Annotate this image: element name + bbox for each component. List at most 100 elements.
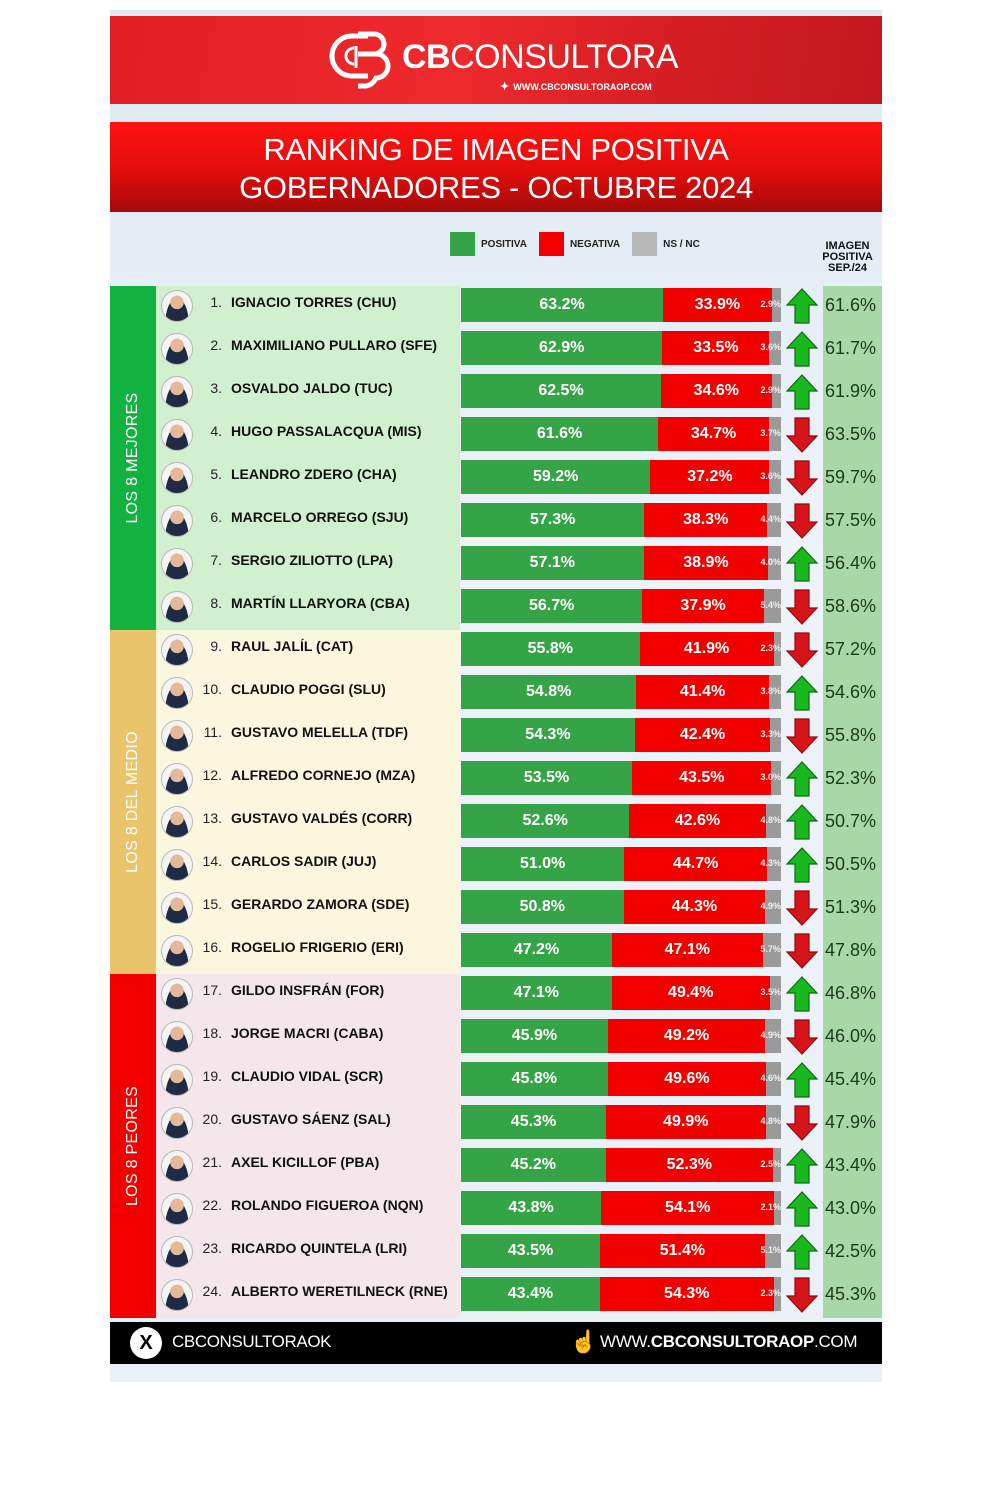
nsnc-value: 4.8% xyxy=(760,815,781,825)
bar-negative: 41.9% xyxy=(639,632,774,666)
avatar xyxy=(161,1021,193,1053)
arrow-down-icon xyxy=(786,503,818,539)
bar-nsnc: 3.8% xyxy=(760,675,781,709)
avatar xyxy=(161,505,193,537)
hand-pointer-icon: ☝ xyxy=(570,1329,598,1354)
rank-number: 18. xyxy=(202,1025,222,1041)
bar-negative: 34.7% xyxy=(658,417,770,451)
sep-cell xyxy=(823,501,882,544)
footer-url-bold: CBCONSULTORAOP xyxy=(650,1332,815,1351)
bar-negative: 38.9% xyxy=(643,546,769,580)
arrow-up-icon xyxy=(786,761,818,797)
rank-number: 22. xyxy=(202,1197,222,1213)
rank-number: 5. xyxy=(210,466,222,482)
nsnc-value: 3.3% xyxy=(760,729,781,739)
nsnc-value: 4.9% xyxy=(760,901,781,911)
arrow-down-icon xyxy=(786,1105,818,1141)
legend-label-positiva: POSITIVA xyxy=(481,238,527,250)
sep-value: 47.8% xyxy=(825,940,877,960)
footer-url-link[interactable]: WWW.CBCONSULTORAOP.COM xyxy=(600,1332,858,1352)
stacked-bar: 55.8% 41.9% 2.3% xyxy=(461,632,781,666)
governor-name: AXEL KICILLOF (PBA) xyxy=(231,1154,380,1170)
stacked-bar: 53.5% 43.5% 3.0% xyxy=(461,761,781,795)
nsnc-value: 3.7% xyxy=(760,428,781,438)
x-logo-icon[interactable]: X xyxy=(130,1327,162,1359)
arrow-down-icon xyxy=(786,589,818,625)
footer-url-suffix: .COM xyxy=(814,1332,858,1351)
bar-positive: 45.2% xyxy=(461,1148,606,1182)
brand-url-text: WWW.CBCONSULTORAOP.COM xyxy=(513,81,652,92)
bar-nsnc: 5.1% xyxy=(760,1234,781,1268)
nsnc-value: 4.0% xyxy=(760,557,781,567)
bar-negative: 37.2% xyxy=(650,460,770,494)
arrow-down-icon xyxy=(786,417,818,453)
bar-positive: 59.2% xyxy=(461,460,651,494)
nsnc-value: 5.1% xyxy=(760,1245,781,1255)
table-row: 22. ROLANDO FIGUEROA (NQN) 43.8% 54.1% 2.1% 4… xyxy=(110,1189,882,1232)
stacked-bar: 52.6% 42.6% 4.8% xyxy=(461,804,781,838)
bar-nsnc: 2.3% xyxy=(760,1277,781,1311)
sep-cell xyxy=(823,544,882,587)
bar-positive: 43.4% xyxy=(461,1277,600,1311)
rank-number: 23. xyxy=(202,1240,222,1256)
table-row: 19. CLAUDIO VIDAL (SCR) 45.8% 49.6% 4.6% 45.4… xyxy=(110,1060,882,1103)
sep-cell xyxy=(823,1275,882,1318)
x-handle[interactable]: CBCONSULTORAOK xyxy=(172,1332,332,1351)
table-row: 15. GERARDO ZAMORA (SDE) 50.8% 44.3% 4.9% 51.… xyxy=(110,888,882,931)
bar-negative: 52.3% xyxy=(605,1148,773,1182)
governor-name: IGNACIO TORRES (CHU) xyxy=(231,294,397,310)
avatar xyxy=(161,1064,193,1096)
table-row: 16. ROGELIO FRIGERIO (ERI) 47.2% 47.1% 5.7% 4… xyxy=(110,931,882,974)
nsnc-value: 4.8% xyxy=(760,1116,782,1126)
bar-positive: 57.1% xyxy=(461,546,644,580)
table-row: 11. GUSTAVO MELELLA (TDF) 54.3% 42.4% 3.3% 55… xyxy=(110,716,882,759)
governor-name: RICARDO QUINTELA (LRI) xyxy=(231,1240,408,1256)
stacked-bar: 43.4% 54.3% 2.3% xyxy=(461,1277,781,1311)
arrow-up-icon xyxy=(786,1062,818,1098)
rank-number: 21. xyxy=(202,1154,222,1170)
governor-name: ALFREDO CORNEJO (MZA) xyxy=(231,767,416,783)
avatar xyxy=(161,763,193,795)
rank-number: 11. xyxy=(203,724,222,740)
sep-cell xyxy=(823,286,882,329)
bar-negative: 51.4% xyxy=(600,1234,765,1268)
rank-number: 14. xyxy=(202,853,222,869)
bar-negative: 42.6% xyxy=(629,804,766,838)
avatar xyxy=(161,1236,193,1268)
rank-number: 12. xyxy=(202,767,222,783)
bar-negative: 54.3% xyxy=(599,1277,774,1311)
bar-negative: 49.6% xyxy=(607,1062,767,1096)
nsnc-value: 2.9% xyxy=(760,299,781,309)
governor-name: SERGIO ZILIOTTO (LPA) xyxy=(231,552,394,568)
avatar xyxy=(161,290,193,322)
sep-value: 42.5% xyxy=(825,1241,877,1261)
nsnc-value: 3.0% xyxy=(760,772,781,782)
bar-nsnc: 5.4% xyxy=(760,589,781,623)
nsnc-value: 3.6% xyxy=(760,342,781,352)
governor-name: HUGO PASSALACQUA (MIS) xyxy=(231,423,422,439)
table-row: 13. GUSTAVO VALDÉS (CORR) 52.6% 42.6% 4.8% 50… xyxy=(110,802,882,845)
sep-value: 43.0% xyxy=(825,1198,877,1218)
table-row: 10. CLAUDIO POGGI (SLU) 54.8% 41.4% 3.8% 54.6… xyxy=(110,673,882,716)
nsnc-value: 5.7% xyxy=(760,944,781,954)
bar-negative: 42.4% xyxy=(634,718,771,752)
bar-negative: 38.3% xyxy=(644,503,767,537)
legend-swatch-positiva xyxy=(450,232,475,256)
governor-name: GILDO INSFRÁN (FOR) xyxy=(231,982,385,998)
bar-nsnc: 4.9% xyxy=(760,1019,781,1053)
table-row: 6. MARCELO ORREGO (SJU) 57.3% 38.3% 4.4% 57.5… xyxy=(110,501,882,544)
bar-positive: 62.5% xyxy=(461,374,661,408)
stacked-bar: 45.8% 49.6% 4.6% xyxy=(461,1062,781,1096)
sep-value: 43.4% xyxy=(825,1155,877,1175)
table-row: 1. IGNACIO TORRES (CHU) 63.2% 33.9% 2.9% 61.6… xyxy=(110,286,882,329)
table-row: 17. GILDO INSFRÁN (FOR) 47.1% 49.4% 3.5% 46.8… xyxy=(110,974,882,1017)
arrow-up-icon xyxy=(786,288,818,324)
legend-item-negativa: NEGATIVA xyxy=(538,232,620,256)
chart-legend: POSITIVA NEGATIVA NS / NC xyxy=(450,232,706,256)
nsnc-value: 2.5% xyxy=(760,1159,781,1169)
brand-url[interactable]: ✦ WWW.CBCONSULTORAOP.COM xyxy=(500,80,652,93)
bar-positive: 43.5% xyxy=(461,1234,601,1268)
sep-cell xyxy=(823,673,882,716)
governor-name: GUSTAVO SÁENZ (SAL) xyxy=(231,1111,391,1127)
arrow-down-icon xyxy=(786,933,818,969)
